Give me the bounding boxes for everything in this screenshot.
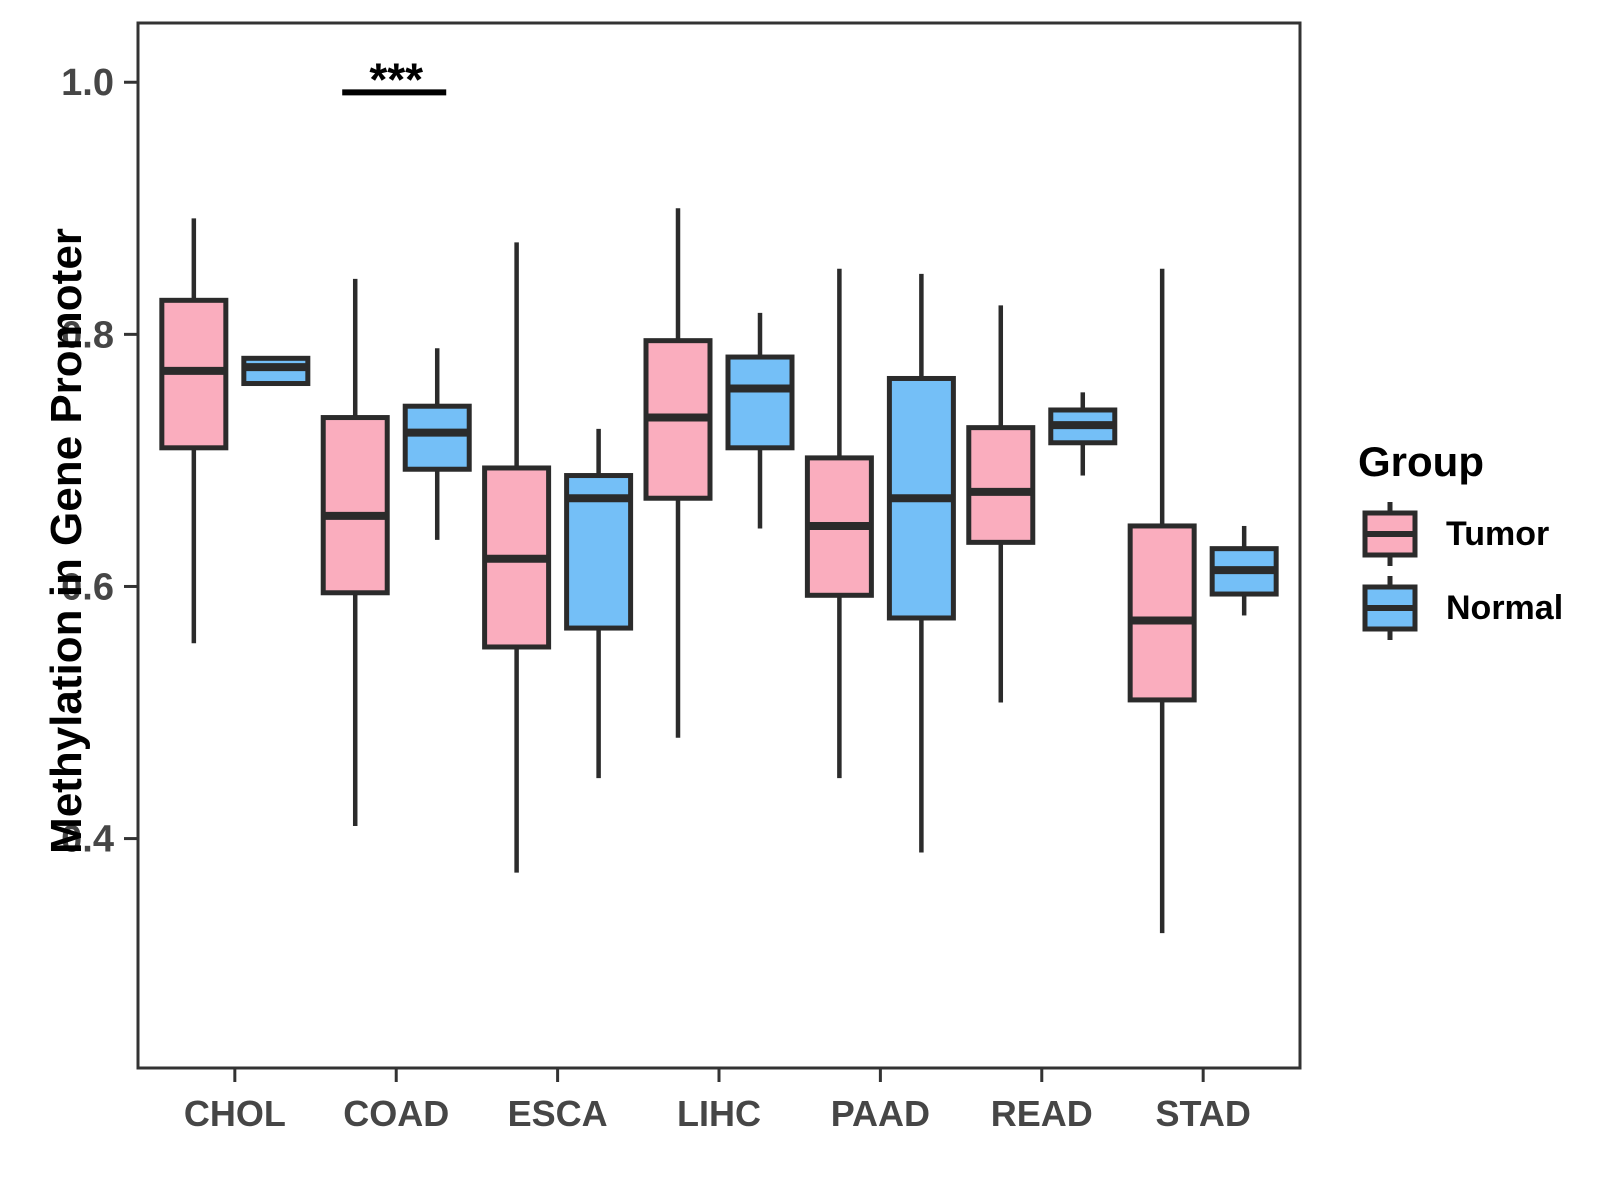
legend-label-tumor: Tumor [1446, 514, 1550, 553]
legend-entry-tumor: Tumor [1360, 500, 1590, 568]
legend: Group Tumor Normal [1330, 438, 1590, 648]
panel-border [136, 21, 1302, 1070]
box-normal-coad [402, 348, 472, 540]
tumor-legend-glyph [1362, 502, 1418, 566]
y-tick-label: 1.0 [61, 62, 114, 104]
legend-label-normal: Normal [1446, 588, 1564, 627]
x-tick-label-chol: CHOL [184, 1093, 286, 1134]
box-tumor-coad [320, 278, 390, 826]
box-tumor-esca [482, 242, 552, 873]
x-tick-label-paad: PAAD [831, 1093, 930, 1134]
significance-label: *** [369, 54, 423, 106]
box-tumor-read [966, 305, 1036, 703]
y-axis-title: Methylation in Gene Promoter [42, 228, 91, 854]
box-normal-esca [564, 428, 634, 779]
box-normal-stad [1209, 525, 1279, 616]
box-normal-read [1048, 392, 1118, 476]
normal-legend-glyph [1362, 576, 1418, 640]
y-tick-label: 0.8 [61, 314, 114, 356]
x-tick-label-read: READ [991, 1093, 1093, 1134]
x-tick-label-lihc: LIHC [677, 1093, 761, 1134]
box-tumor-lihc [643, 208, 713, 738]
box-normal-chol [241, 355, 311, 387]
box-tumor-stad [1127, 268, 1197, 934]
legend-entry-normal: Normal [1360, 574, 1590, 642]
y-tick-label: 0.4 [61, 819, 114, 861]
y-tick-label: 0.6 [61, 566, 114, 608]
x-tick-label-coad: COAD [343, 1093, 449, 1134]
box-normal-paad [886, 273, 956, 853]
box-tumor-paad [804, 268, 874, 779]
x-tick-label-stad: STAD [1156, 1093, 1251, 1134]
x-tick-label-esca: ESCA [508, 1093, 608, 1134]
legend-title: Group [1358, 438, 1484, 485]
box-normal-lihc [725, 312, 795, 529]
box-tumor-chol [159, 218, 229, 644]
